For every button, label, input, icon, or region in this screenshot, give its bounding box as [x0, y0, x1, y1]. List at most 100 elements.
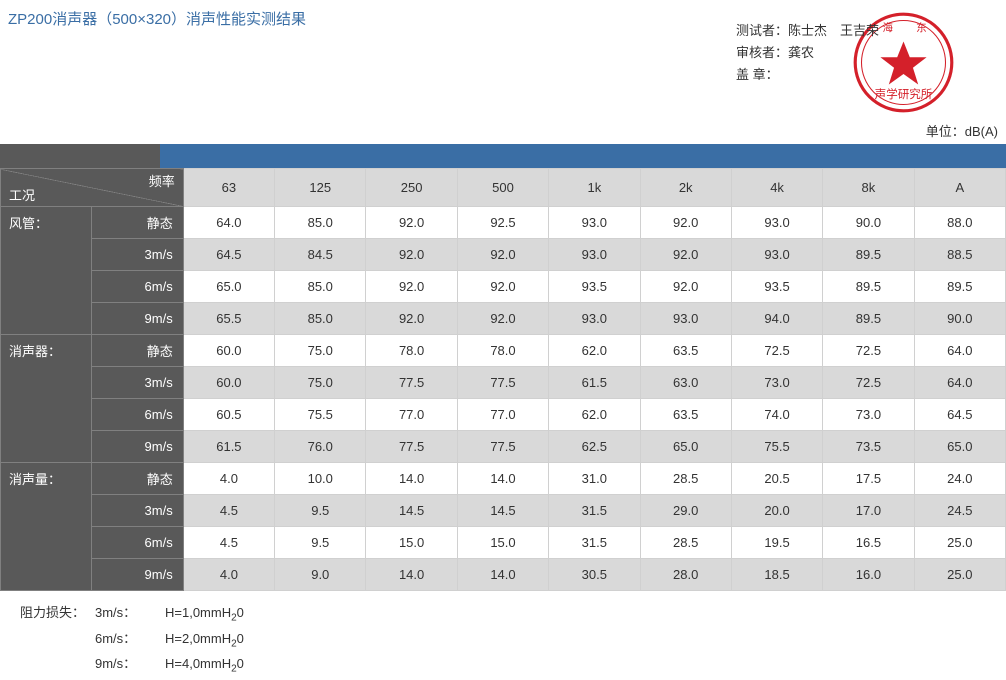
condition-label: 3m/s [92, 367, 183, 399]
table-cell: 62.5 [549, 431, 640, 463]
table-cell: 14.0 [366, 463, 457, 495]
table-cell: 72.5 [731, 335, 822, 367]
condition-label: 静态 [92, 335, 183, 367]
table-cell: 65.0 [914, 431, 1005, 463]
table-cell: 63.0 [640, 367, 731, 399]
table-cell: 85.0 [275, 271, 366, 303]
table-cell: 92.0 [457, 303, 548, 335]
table-cell: 88.0 [914, 207, 1005, 239]
table-cell: 20.5 [731, 463, 822, 495]
table-cell: 92.0 [366, 303, 457, 335]
table-cell: 60.0 [183, 335, 274, 367]
table-cell: 94.0 [731, 303, 822, 335]
footer-row: 9m/s：H=4,0mmH20 [20, 654, 1006, 680]
table-cell: 64.0 [914, 367, 1005, 399]
col-header: 63 [183, 169, 274, 207]
condition-label: 9m/s [92, 559, 183, 591]
table-cell: 85.0 [275, 303, 366, 335]
table-cell: 62.0 [549, 399, 640, 431]
condition-label: 9m/s [92, 303, 183, 335]
table-cell: 73.0 [731, 367, 822, 399]
condition-label: 6m/s [92, 527, 183, 559]
table-cell: 92.5 [457, 207, 548, 239]
table-cell: 78.0 [366, 335, 457, 367]
table-cell: 93.0 [731, 207, 822, 239]
condition-label: 3m/s [92, 239, 183, 271]
table-cell: 93.0 [549, 207, 640, 239]
table-cell: 75.5 [275, 399, 366, 431]
table-cell: 85.0 [275, 207, 366, 239]
header-cond: 工况 [9, 185, 35, 204]
col-header: 125 [275, 169, 366, 207]
condition-label: 6m/s [92, 271, 183, 303]
table-cell: 64.0 [183, 207, 274, 239]
table-cell: 9.5 [275, 527, 366, 559]
table-cell: 73.5 [823, 431, 914, 463]
table-cell: 89.5 [914, 271, 1005, 303]
table-cell: 93.0 [549, 239, 640, 271]
table-cell: 73.0 [823, 399, 914, 431]
table-cell: 24.0 [914, 463, 1005, 495]
header-freq: 频率 [149, 171, 175, 190]
table-cell: 89.5 [823, 303, 914, 335]
condition-label: 6m/s [92, 399, 183, 431]
unit-label: 单位：dB(A) [0, 119, 1006, 144]
table-cell: 89.5 [823, 239, 914, 271]
table-cell: 14.0 [366, 559, 457, 591]
reviewer-line: 审核者：龚农 [736, 42, 976, 64]
table-cell: 65.5 [183, 303, 274, 335]
col-header: 2k [640, 169, 731, 207]
table-cell: 31.5 [549, 495, 640, 527]
table-cell: 77.5 [457, 367, 548, 399]
table-cell: 62.0 [549, 335, 640, 367]
header-info-block: 声学研究所 海 东 测试者：陈士杰 王吉荣 审核者：龚农 盖 章： [676, 20, 976, 86]
table-cell: 78.0 [457, 335, 548, 367]
col-header: 4k [731, 169, 822, 207]
table-cell: 17.0 [823, 495, 914, 527]
stamp-line: 盖 章： [736, 64, 976, 86]
table-cell: 75.0 [275, 335, 366, 367]
table-cell: 89.5 [823, 271, 914, 303]
table-cell: 64.0 [914, 335, 1005, 367]
table-cell: 28.5 [640, 527, 731, 559]
table-cell: 93.5 [549, 271, 640, 303]
col-header: 1k [549, 169, 640, 207]
color-bar [0, 144, 1006, 168]
table-cell: 60.5 [183, 399, 274, 431]
table-cell: 28.0 [640, 559, 731, 591]
table-cell: 93.5 [731, 271, 822, 303]
table-cell: 75.5 [731, 431, 822, 463]
table-cell: 4.5 [183, 495, 274, 527]
col-header: 250 [366, 169, 457, 207]
table-cell: 4.0 [183, 559, 274, 591]
table-cell: 92.0 [640, 207, 731, 239]
table-cell: 28.5 [640, 463, 731, 495]
table-cell: 93.0 [640, 303, 731, 335]
tester-line: 测试者：陈士杰 王吉荣 [736, 20, 976, 42]
table-cell: 64.5 [183, 239, 274, 271]
table-cell: 72.5 [823, 335, 914, 367]
table-cell: 77.5 [457, 431, 548, 463]
table-cell: 65.0 [640, 431, 731, 463]
table-cell: 92.0 [366, 271, 457, 303]
condition-label: 静态 [92, 207, 183, 239]
table-cell: 9.0 [275, 559, 366, 591]
table-cell: 30.5 [549, 559, 640, 591]
condition-label: 3m/s [92, 495, 183, 527]
table-cell: 77.0 [457, 399, 548, 431]
table-cell: 72.5 [823, 367, 914, 399]
table-cell: 18.5 [731, 559, 822, 591]
table-cell: 14.0 [457, 463, 548, 495]
col-header: 8k [823, 169, 914, 207]
table-cell: 20.0 [731, 495, 822, 527]
group-label: 消声量： [1, 463, 92, 591]
table-cell: 19.5 [731, 527, 822, 559]
table-cell: 25.0 [914, 527, 1005, 559]
table-cell: 92.0 [640, 239, 731, 271]
table-cell: 61.5 [183, 431, 274, 463]
table-cell: 77.0 [366, 399, 457, 431]
table-cell: 15.0 [457, 527, 548, 559]
table-cell: 25.0 [914, 559, 1005, 591]
table-cell: 31.5 [549, 527, 640, 559]
col-header: 500 [457, 169, 548, 207]
